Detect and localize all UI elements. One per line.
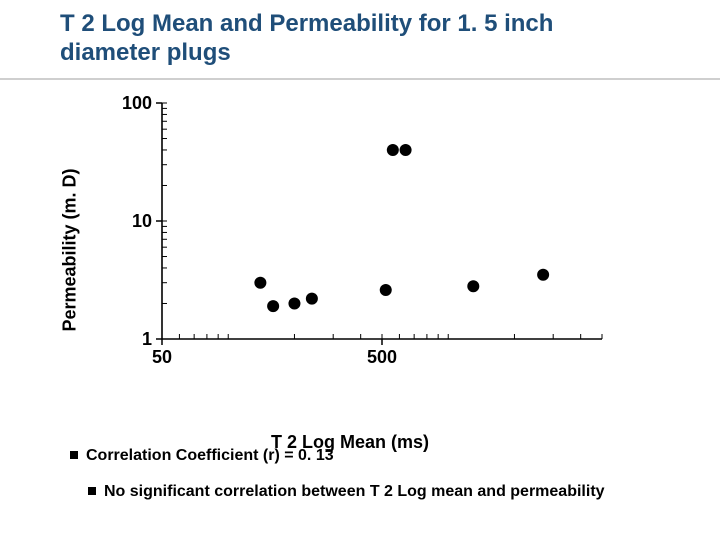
data-point: [387, 144, 399, 156]
y-tick-label: 100: [122, 95, 152, 113]
x-tick-label: 500: [367, 347, 397, 367]
page-title: T 2 Log Mean and Permeability for 1. 5 i…: [60, 10, 660, 68]
data-point: [467, 280, 479, 292]
y-tick-label: 10: [132, 211, 152, 231]
y-tick-label: 1: [142, 329, 152, 349]
data-point: [306, 293, 318, 305]
slide: T 2 Log Mean and Permeability for 1. 5 i…: [0, 0, 720, 540]
data-point: [400, 144, 412, 156]
list-item: No significant correlation between T 2 L…: [88, 481, 660, 503]
bullet-text: No significant correlation between T 2 L…: [104, 481, 605, 503]
data-point: [267, 300, 279, 312]
bullet-text: Correlation Coefficient (r) = 0. 13: [86, 445, 334, 467]
chart-svg: 1 10 100 50 500: [90, 95, 610, 375]
title-divider: [0, 78, 720, 80]
square-bullet-icon: [70, 451, 78, 459]
data-point: [254, 277, 266, 289]
x-tick-label: 50: [152, 347, 172, 367]
scatter-chart: Permeability (m. D) 11010050500 T 2 Log …: [90, 95, 610, 405]
y-axis-label: Permeability (m. D): [60, 168, 81, 331]
data-point: [288, 297, 300, 309]
data-point: [537, 269, 549, 281]
data-point: [380, 284, 392, 296]
square-bullet-icon: [88, 487, 96, 495]
notes-list: Correlation Coefficient (r) = 0. 13 No s…: [70, 445, 660, 516]
list-item: Correlation Coefficient (r) = 0. 13: [70, 445, 660, 467]
